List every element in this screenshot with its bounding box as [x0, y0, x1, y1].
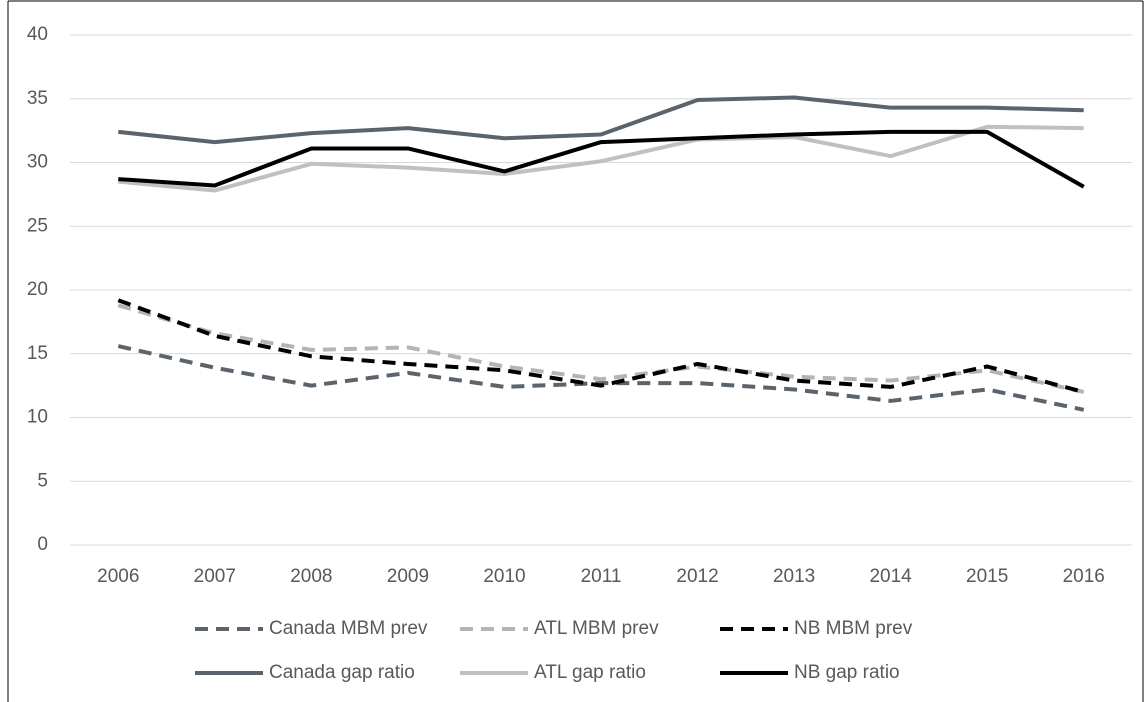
- y-tick-label: 5: [37, 470, 48, 491]
- y-tick-label: 10: [27, 407, 48, 428]
- series-line: [117, 303, 1085, 394]
- legend-label: Canada MBM prev: [269, 618, 428, 639]
- x-tick-label: 2014: [869, 566, 912, 587]
- y-tick-label: 30: [27, 152, 48, 173]
- y-tick-label: 35: [27, 88, 48, 109]
- x-tick-label: 2007: [194, 566, 236, 587]
- x-tick-label: 2010: [483, 566, 525, 587]
- y-tick-label: 20: [27, 279, 48, 300]
- legend-label: Canada gap ratio: [269, 662, 415, 683]
- y-tick-label: 25: [27, 215, 48, 236]
- x-tick-label: 2008: [290, 566, 332, 587]
- x-tick-label: 2016: [1063, 566, 1105, 587]
- series-line: [117, 298, 1085, 394]
- x-tick-label: 2006: [97, 566, 139, 587]
- legend-label: ATL gap ratio: [534, 662, 646, 683]
- series-line: [117, 344, 1085, 412]
- series-line: [118, 124, 1084, 193]
- x-tick-label: 2013: [773, 566, 815, 587]
- y-tick-label: 15: [27, 343, 48, 364]
- legend-label: NB gap ratio: [794, 662, 900, 683]
- x-tick-label: 2015: [966, 566, 1008, 587]
- series-line: [118, 129, 1085, 189]
- y-tick-label: 0: [37, 534, 48, 555]
- x-tick-label: 2009: [387, 566, 429, 587]
- x-tick-label: 2012: [676, 566, 718, 587]
- legend-label: NB MBM prev: [794, 618, 913, 639]
- y-tick-label: 40: [27, 24, 48, 45]
- series-line: [118, 95, 1084, 145]
- x-tick-label: 2011: [581, 566, 622, 587]
- legend-label: ATL MBM prev: [534, 618, 659, 639]
